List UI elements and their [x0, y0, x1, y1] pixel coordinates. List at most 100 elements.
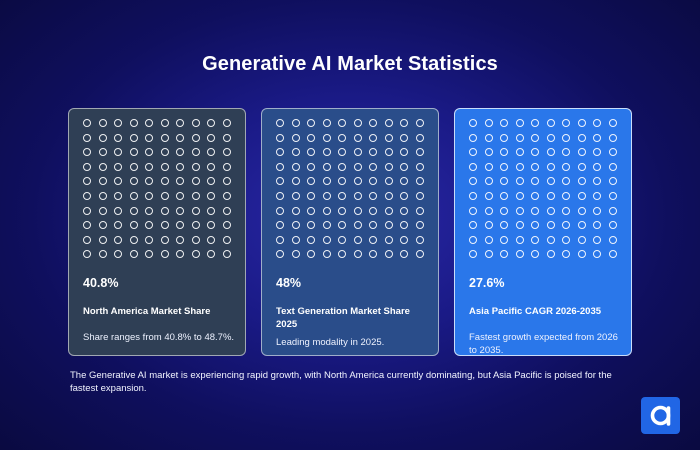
dot [114, 148, 122, 157]
dot [546, 148, 555, 157]
dot [338, 148, 346, 157]
dot [129, 162, 138, 171]
stat-label: North America Market Share [83, 306, 211, 317]
stat-value: 40.8% [83, 276, 119, 290]
dot [129, 177, 138, 186]
dot [469, 148, 477, 157]
dot [207, 206, 215, 215]
dot [307, 221, 315, 230]
dot [98, 119, 107, 127]
dot [83, 133, 91, 142]
stat-value: 27.6% [469, 276, 505, 290]
dot [145, 119, 153, 127]
dot [222, 235, 231, 244]
dot [469, 221, 477, 230]
dot [546, 119, 555, 127]
dot [160, 133, 169, 142]
dot [276, 250, 284, 259]
dot [129, 191, 138, 200]
dot [500, 221, 508, 230]
dot [176, 250, 184, 259]
dot [484, 235, 493, 244]
dot [129, 119, 138, 127]
dot [191, 162, 200, 171]
dot [222, 221, 231, 230]
dot [608, 162, 617, 171]
dot [129, 221, 138, 230]
dot [593, 235, 601, 244]
dot [176, 162, 184, 171]
dot [515, 235, 524, 244]
dot [291, 133, 300, 142]
dot [384, 133, 393, 142]
dot [222, 133, 231, 142]
dot [129, 133, 138, 142]
dot [577, 191, 586, 200]
dot [307, 191, 315, 200]
dot [415, 119, 424, 127]
dot [415, 148, 424, 157]
dot [608, 133, 617, 142]
dot [369, 191, 377, 200]
dot [83, 177, 91, 186]
dot [98, 177, 107, 186]
dot [415, 133, 424, 142]
dot [322, 191, 331, 200]
dot [145, 235, 153, 244]
dot [114, 235, 122, 244]
dot [222, 177, 231, 186]
dot-grid [469, 119, 617, 259]
dot [307, 177, 315, 186]
dot [415, 250, 424, 259]
brand-logo-glyph [650, 405, 671, 426]
dot [400, 133, 408, 142]
dot [83, 148, 91, 157]
dot [353, 235, 362, 244]
dot [384, 206, 393, 215]
dot [307, 235, 315, 244]
dot [291, 191, 300, 200]
dot [369, 250, 377, 259]
dot [98, 162, 107, 171]
dot [369, 162, 377, 171]
dot [145, 250, 153, 259]
dot [145, 162, 153, 171]
dot [515, 206, 524, 215]
stat-label: Text Generation Market Share 2025 [276, 306, 410, 330]
dot [307, 162, 315, 171]
dot [500, 191, 508, 200]
dot [114, 177, 122, 186]
dot [531, 148, 539, 157]
stat-value: 48% [276, 276, 302, 290]
dot [400, 250, 408, 259]
dot [114, 221, 122, 230]
dot [191, 206, 200, 215]
dot [562, 221, 570, 230]
dot [531, 133, 539, 142]
dot [191, 250, 200, 259]
dot [338, 162, 346, 171]
dot [307, 133, 315, 142]
brand-logo-icon[interactable] [641, 397, 680, 434]
dot [338, 119, 346, 127]
dot [160, 191, 169, 200]
dot [160, 235, 169, 244]
dot [176, 235, 184, 244]
dot [577, 235, 586, 244]
dot [415, 177, 424, 186]
dot [484, 191, 493, 200]
dot [291, 206, 300, 215]
dot [338, 206, 346, 215]
dot [322, 177, 331, 186]
dot [593, 148, 601, 157]
dot [191, 235, 200, 244]
dot [114, 206, 122, 215]
dot [176, 133, 184, 142]
dot [145, 177, 153, 186]
dot [176, 148, 184, 157]
dot [369, 133, 377, 142]
dot [577, 119, 586, 127]
dot [338, 133, 346, 142]
dot [415, 162, 424, 171]
dot [546, 250, 555, 259]
